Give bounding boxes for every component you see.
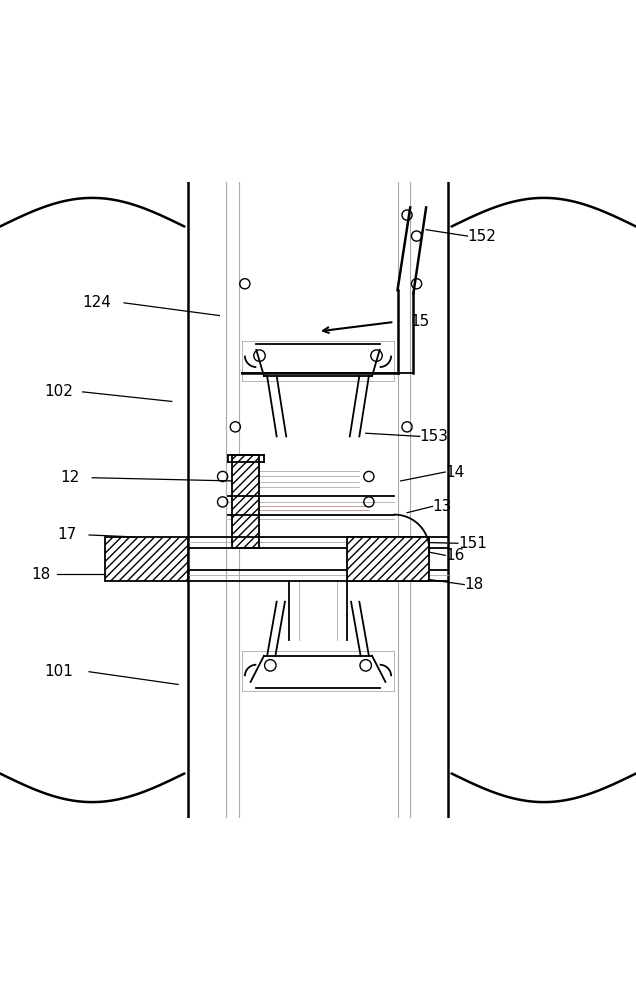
Text: 18: 18 bbox=[32, 567, 51, 582]
Bar bbox=[232, 455, 259, 548]
Text: 13: 13 bbox=[432, 499, 452, 514]
Text: 15: 15 bbox=[410, 314, 429, 329]
Text: 16: 16 bbox=[445, 548, 464, 563]
Text: 101: 101 bbox=[45, 664, 73, 679]
Bar bbox=[347, 537, 429, 581]
Text: 14: 14 bbox=[445, 465, 464, 480]
Text: 152: 152 bbox=[467, 229, 496, 244]
Text: 18: 18 bbox=[464, 577, 483, 592]
Text: 153: 153 bbox=[420, 429, 449, 444]
Text: 12: 12 bbox=[60, 470, 80, 485]
Text: 17: 17 bbox=[57, 527, 76, 542]
Text: 151: 151 bbox=[458, 536, 487, 551]
Text: 102: 102 bbox=[45, 384, 73, 399]
Text: 124: 124 bbox=[83, 295, 111, 310]
Bar bbox=[105, 537, 188, 581]
